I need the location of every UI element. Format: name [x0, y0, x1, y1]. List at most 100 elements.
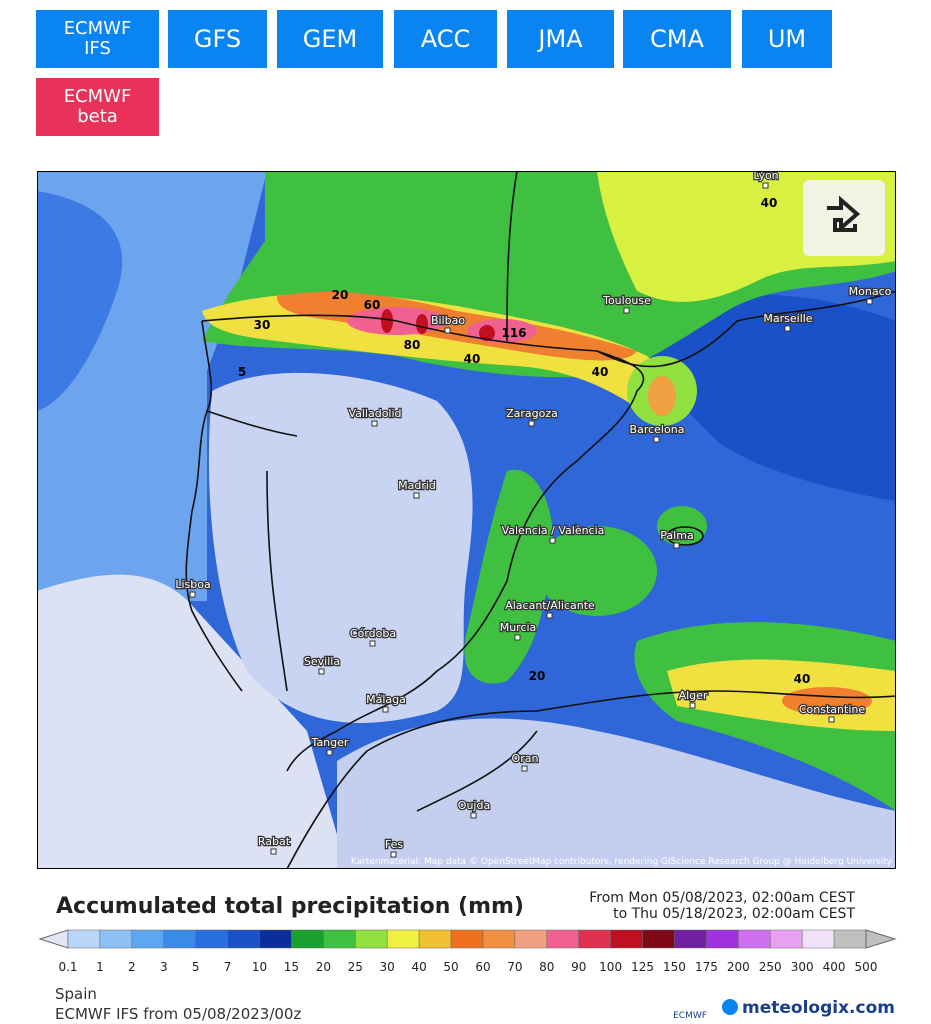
- colorbar-step: [610, 929, 643, 949]
- colorbar-step: [227, 929, 260, 949]
- city-marker: [371, 420, 378, 427]
- colorbar-step: [67, 929, 101, 949]
- legend-title: Accumulated total precipitation (mm): [56, 894, 524, 919]
- button-label[interactable]: ACC: [420, 25, 471, 53]
- pyrenees-yellow: [202, 293, 668, 421]
- coastlines: [185, 171, 896, 869]
- brand: meteologix.com: [742, 998, 895, 1018]
- colorbar-label: 60: [475, 960, 490, 974]
- colorbar-step: [259, 929, 292, 949]
- city-label: Monaco: [849, 285, 892, 298]
- share-icon[interactable]: [827, 195, 861, 233]
- colorbar-label: 175: [695, 960, 718, 974]
- city-marker: [382, 706, 389, 713]
- button-label[interactable]: GEM: [302, 25, 358, 53]
- precip-map: Kartenmaterial: Map data © OpenStreetMap…: [37, 171, 896, 869]
- contour-label: 40: [464, 352, 481, 366]
- city-marker: [270, 848, 277, 855]
- city-label: Málaga: [366, 693, 406, 706]
- button-label[interactable]: CMA: [650, 25, 704, 53]
- city-label: Córdoba: [350, 627, 396, 640]
- city-marker: [390, 851, 397, 858]
- contour-label: 5: [238, 365, 246, 379]
- model-button[interactable]: UM: [742, 10, 832, 68]
- ecmwf-logo: ECMWF: [673, 1011, 707, 1021]
- city-marker: [653, 436, 660, 443]
- contour-label: 30: [254, 318, 271, 332]
- colorbar-step: [833, 929, 867, 949]
- city-marker: [514, 634, 521, 641]
- city-marker: [546, 612, 553, 619]
- city-marker: [762, 182, 769, 189]
- model-button[interactable]: ACC: [394, 10, 497, 68]
- contour-label: 116: [501, 326, 526, 340]
- city-label: Sevilla: [304, 655, 340, 668]
- model-button[interactable]: ECMWF beta: [36, 78, 159, 136]
- city-label: Barcelona: [630, 423, 685, 436]
- colorbar-step: [386, 929, 420, 949]
- city-label: Lyon: [753, 171, 778, 182]
- colorbar-step: [642, 929, 675, 949]
- city-label: Oujda: [458, 799, 490, 812]
- model-button[interactable]: GEM: [277, 10, 383, 68]
- model-button[interactable]: JMA: [507, 10, 614, 68]
- lowland-dry: [37, 574, 347, 869]
- city-marker: [318, 668, 325, 675]
- colorbar-label: 70: [507, 960, 522, 974]
- contour-label: 40: [592, 365, 609, 379]
- colorbar-label: 1: [96, 960, 104, 974]
- model-run: ECMWF IFS from 05/08/2023/00z: [55, 1005, 301, 1023]
- button-label[interactable]: ECMWF IFS: [63, 18, 132, 59]
- pyrenees-orange: [277, 291, 637, 361]
- region: Spain: [55, 985, 97, 1003]
- city-label: Toulouse: [602, 294, 651, 307]
- colorbar-step: [482, 929, 516, 949]
- colorbar-label: 0.1: [58, 960, 77, 974]
- colorbar-step: [291, 929, 324, 949]
- share-button[interactable]: [803, 180, 885, 256]
- colorbar-step: [738, 929, 771, 949]
- colorbar-label: 7: [224, 960, 232, 974]
- button-label[interactable]: GFS: [193, 25, 242, 53]
- contour-label: 40: [761, 196, 778, 210]
- city-marker: [623, 307, 630, 314]
- borders: [206, 171, 538, 812]
- africa-dry: [337, 718, 896, 869]
- model-button[interactable]: ECMWF IFS: [36, 10, 159, 68]
- city-marker: [189, 591, 196, 598]
- city-marker: [673, 542, 680, 549]
- city-marker: [866, 298, 873, 305]
- city-label: Fes: [385, 838, 403, 851]
- model-button[interactable]: CMA: [623, 10, 731, 68]
- france-coast: [596, 290, 896, 368]
- sea-green: [537, 526, 657, 616]
- model-button[interactable]: GFS: [168, 10, 267, 68]
- city-marker: [784, 325, 791, 332]
- city-marker: [444, 327, 451, 334]
- contour-label: 80: [404, 338, 421, 352]
- iberia-dry: [208, 372, 473, 723]
- city-label: Marseille: [763, 312, 812, 325]
- colorbar-label: 15: [284, 960, 299, 974]
- city-label: Constantine: [799, 703, 865, 716]
- portugal-coast: [185, 320, 243, 692]
- city-marker: [413, 492, 420, 499]
- colorbar-label: 3: [160, 960, 168, 974]
- button-label[interactable]: UM: [767, 25, 807, 53]
- city-label: Valencia / València: [502, 524, 605, 537]
- colorbar-step: [131, 929, 165, 949]
- city-label: Zaragoza: [506, 407, 558, 420]
- city-marker: [689, 702, 696, 709]
- gulf-blue: [637, 294, 896, 501]
- city-marker: [549, 537, 556, 544]
- catalonia-orange: [648, 376, 676, 416]
- button-label[interactable]: ECMWF beta: [63, 86, 132, 127]
- city-label: Alacant/Alicante: [505, 599, 595, 612]
- period-to: to Thu 05/18/2023, 02:00am CEST: [613, 906, 855, 922]
- city-marker: [326, 749, 333, 756]
- colorbar-label: 20: [316, 960, 331, 974]
- city-marker: [828, 716, 835, 723]
- button-label[interactable]: JMA: [538, 25, 583, 53]
- city-label: Tanger: [311, 736, 349, 749]
- colorbar-label: 5: [192, 960, 200, 974]
